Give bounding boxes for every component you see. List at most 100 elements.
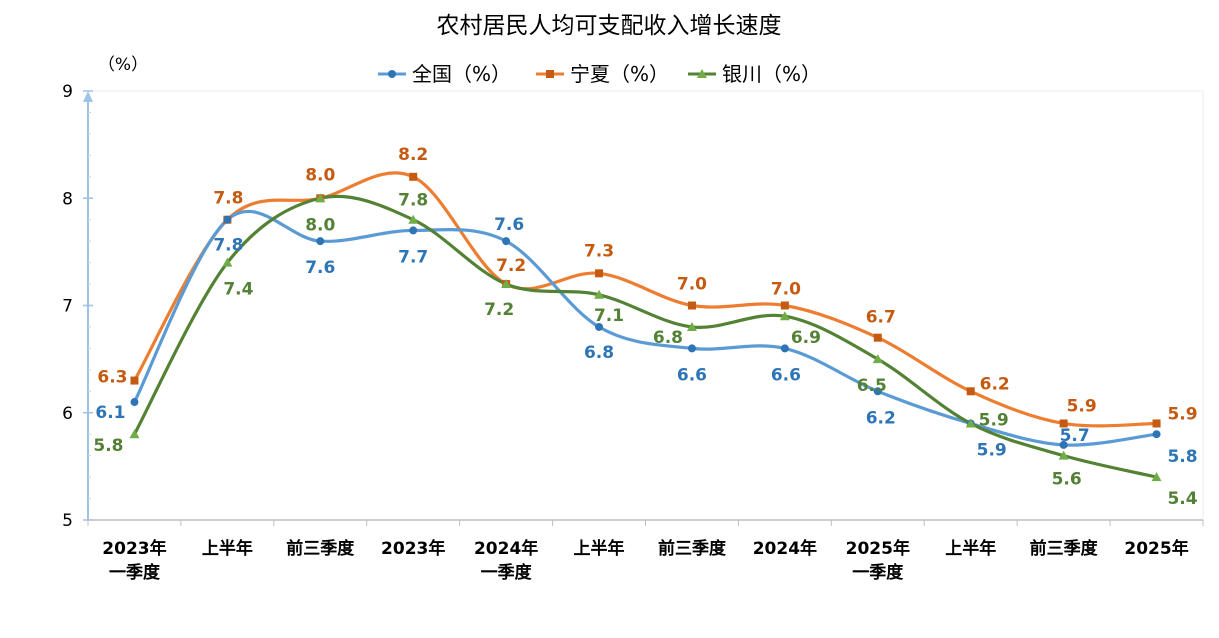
y-tick-label: 7 xyxy=(62,297,73,317)
data-label: 5.9 xyxy=(977,440,1007,460)
x-tick-label: 前三季度 xyxy=(1030,538,1099,559)
y-axis-label: （%） xyxy=(98,55,148,75)
data-label: 6.3 xyxy=(97,368,127,388)
data-point-triangle xyxy=(872,354,883,364)
data-point-circle xyxy=(409,226,418,235)
data-point-triangle xyxy=(222,257,233,267)
data-label: 7.2 xyxy=(496,256,526,276)
data-label: 5.9 xyxy=(979,410,1009,430)
x-tick-label-line: 前三季度 xyxy=(286,538,355,559)
y-tick-label: 8 xyxy=(62,189,73,209)
x-tick-label-line: 2025年 xyxy=(1124,538,1188,559)
data-point-circle xyxy=(873,387,882,396)
x-tick-label-line: 上半年 xyxy=(202,538,253,559)
legend-marker-square xyxy=(546,70,554,78)
data-point-triangle xyxy=(779,311,790,321)
data-point-triangle xyxy=(686,321,697,331)
x-tick-label: 上半年 xyxy=(945,538,996,559)
x-tick-label-line: 一季度 xyxy=(109,562,161,583)
data-point-triangle xyxy=(408,214,419,224)
x-tick-label: 2023年一季度 xyxy=(102,538,166,583)
legend-label: 宁夏（%） xyxy=(570,62,669,86)
x-tick-label-line: 2024年 xyxy=(474,538,538,559)
data-label: 7.2 xyxy=(484,300,514,320)
data-point-square xyxy=(966,387,975,396)
data-point-triangle xyxy=(315,193,326,203)
data-label: 5.9 xyxy=(1067,396,1097,416)
data-point-triangle xyxy=(1151,472,1162,482)
data-point-triangle xyxy=(965,418,976,428)
data-point-circle xyxy=(316,237,325,246)
x-tick-label: 2024年 xyxy=(753,538,817,559)
legend-marker-circle xyxy=(388,70,396,78)
legend-label: 全国（%） xyxy=(412,62,511,86)
data-label: 7.4 xyxy=(223,280,253,300)
y-tick-label: 5 xyxy=(62,511,73,531)
y-tick-label: 9 xyxy=(62,82,73,102)
data-point-triangle xyxy=(594,289,605,299)
x-tick-label: 2025年一季度 xyxy=(846,538,910,583)
data-label: 6.6 xyxy=(771,365,801,385)
data-label: 7.8 xyxy=(398,191,428,211)
chart-title: 农村居民人均可支配收入增长速度 xyxy=(437,13,782,39)
data-label: 6.7 xyxy=(866,308,896,328)
y-axis-arrow xyxy=(83,91,93,102)
data-labels: 6.3 7.8 8.0 8.2 7.2 7.3 7.0 7.0 6.7 6.2 5.9 5.9 6.1 7… xyxy=(93,145,1197,509)
data-point-circle xyxy=(130,398,139,407)
data-label: 7.8 xyxy=(213,189,243,209)
data-label: 6.2 xyxy=(866,408,896,428)
x-tick-label: 2023年 xyxy=(381,538,445,559)
legend: 全国（%） 宁夏（%） 银川（%） xyxy=(378,62,821,86)
data-label: 8.0 xyxy=(305,165,335,185)
x-tick-label: 2024年一季度 xyxy=(474,538,538,583)
x-tick-label-line: 一季度 xyxy=(852,562,904,583)
data-label: 6.9 xyxy=(791,328,821,348)
x-tick-label: 上半年 xyxy=(202,538,253,559)
data-label: 6.1 xyxy=(95,403,125,423)
data-point-circle xyxy=(502,237,511,246)
data-label: 5.8 xyxy=(93,436,123,456)
data-point-square xyxy=(130,376,139,385)
data-label: 8.2 xyxy=(398,145,428,165)
data-point-triangle xyxy=(501,279,512,289)
data-point-circle xyxy=(687,344,696,353)
data-point-triangle xyxy=(1058,450,1069,460)
x-tick-label: 前三季度 xyxy=(658,538,727,559)
x-tick-label: 前三季度 xyxy=(286,538,355,559)
data-label: 6.8 xyxy=(584,343,614,363)
data-label: 8.0 xyxy=(305,215,335,235)
data-label: 6.6 xyxy=(677,365,707,385)
data-label: 5.4 xyxy=(1167,489,1197,509)
axes: 5 6 7 8 9 2023年一季度 上半年 前三季度 2023年 2024年一季度 上半年 前三季度… xyxy=(62,82,1204,583)
data-label: 6.8 xyxy=(653,328,683,348)
series-lines xyxy=(129,171,1162,482)
x-tick-label-line: 2024年 xyxy=(753,538,817,559)
data-label: 7.8 xyxy=(213,236,243,256)
data-label: 6.5 xyxy=(857,376,887,396)
y-tick-label: 6 xyxy=(62,404,73,424)
data-label: 5.8 xyxy=(1167,447,1197,467)
x-tick-label-line: 上半年 xyxy=(945,538,996,559)
data-point-square xyxy=(1059,419,1068,428)
data-label: 7.0 xyxy=(677,275,707,295)
data-label: 7.6 xyxy=(494,215,524,235)
data-point-square xyxy=(873,333,882,342)
series-line xyxy=(133,194,1157,479)
data-point-square xyxy=(1152,419,1161,428)
x-tick-label-line: 上半年 xyxy=(574,538,625,559)
data-point-square xyxy=(595,269,604,278)
x-tick-label: 2025年 xyxy=(1124,538,1188,559)
data-label: 7.0 xyxy=(771,280,801,300)
data-point-circle xyxy=(1152,430,1161,439)
data-point-triangle xyxy=(129,429,140,439)
x-tick-label-line: 一季度 xyxy=(481,562,533,583)
data-label: 7.7 xyxy=(398,247,428,267)
data-label: 7.6 xyxy=(305,258,335,278)
data-point-circle xyxy=(223,215,232,224)
data-point-circle xyxy=(1059,440,1068,449)
legend-marker-triangle xyxy=(697,69,707,78)
data-label: 5.6 xyxy=(1052,470,1082,490)
data-point-square xyxy=(780,301,789,310)
data-label: 7.1 xyxy=(594,306,624,326)
